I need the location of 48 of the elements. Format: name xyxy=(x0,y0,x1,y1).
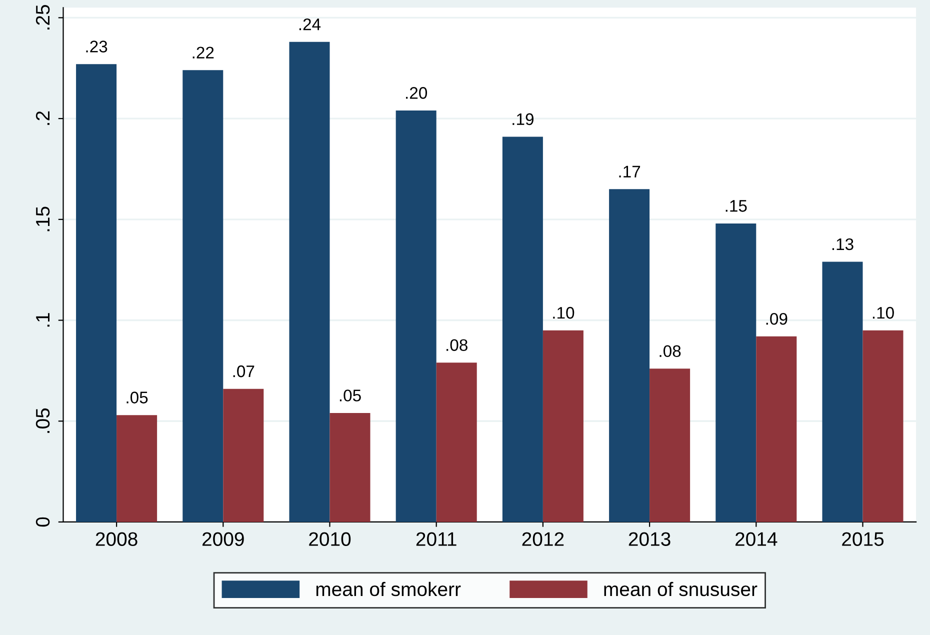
x-tick-label: 2013 xyxy=(628,532,670,546)
data-label: .10 xyxy=(872,306,894,319)
bar xyxy=(756,336,797,522)
data-label: .08 xyxy=(446,339,468,351)
bar xyxy=(396,110,436,522)
legend-label: mean of snususer xyxy=(604,582,758,596)
bar xyxy=(502,136,543,522)
data-label: .09 xyxy=(766,312,788,325)
data-label: .07 xyxy=(233,365,254,378)
y-tick-label: .05 xyxy=(36,408,50,433)
data-label: .23 xyxy=(86,40,108,52)
bar xyxy=(436,362,477,522)
data-label: .17 xyxy=(619,166,640,178)
y-tick-label: .15 xyxy=(36,206,50,232)
data-label: .10 xyxy=(553,306,574,319)
bar xyxy=(182,70,224,522)
y-tick-label: .2 xyxy=(36,111,50,125)
legend-label: mean of smokerr xyxy=(316,582,461,596)
bar xyxy=(223,388,264,522)
data-label: .24 xyxy=(299,18,321,30)
y-tick-label: .1 xyxy=(36,313,50,327)
x-tick-label: 2008 xyxy=(96,532,138,546)
x-tick-label: 2012 xyxy=(522,532,564,546)
data-label: .08 xyxy=(660,345,681,358)
bar xyxy=(716,223,756,522)
x-tick-label: 2011 xyxy=(416,532,456,546)
data-label: .19 xyxy=(512,113,534,126)
x-tick-label: 2010 xyxy=(309,532,351,546)
bar xyxy=(542,330,584,522)
bar xyxy=(76,64,117,522)
bar xyxy=(862,330,904,522)
bar xyxy=(330,413,370,522)
bar xyxy=(289,42,330,522)
data-label: .15 xyxy=(726,200,747,212)
bar xyxy=(822,262,863,522)
bar xyxy=(650,368,690,522)
x-tick-label: 2014 xyxy=(736,532,778,546)
y-tick-label: .25 xyxy=(36,5,50,30)
x-tick-label: 2009 xyxy=(202,532,244,546)
x-tick-label: 2015 xyxy=(842,532,884,546)
bar xyxy=(609,189,650,522)
data-label: .05 xyxy=(340,390,361,402)
bar xyxy=(116,415,158,522)
data-label: .20 xyxy=(406,87,428,99)
data-label: .13 xyxy=(832,238,854,250)
data-label: .22 xyxy=(192,46,214,58)
data-label: .05 xyxy=(126,392,148,404)
y-tick-label: 0 xyxy=(36,517,50,527)
